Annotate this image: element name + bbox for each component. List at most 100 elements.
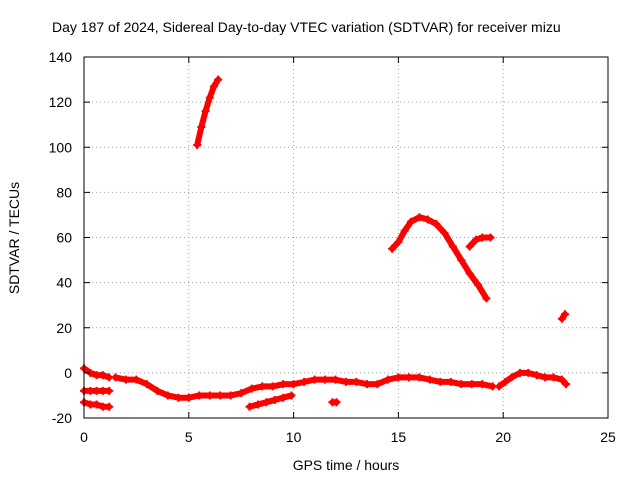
y-tick-label: 20: [56, 320, 72, 336]
series-arc-start-1: [80, 364, 114, 382]
data-point: [216, 391, 225, 400]
y-axis-label: SDTVAR / TECUs: [6, 182, 22, 294]
data-point: [549, 373, 558, 382]
data-point: [532, 371, 541, 380]
data-point: [404, 373, 413, 382]
data-point: [541, 373, 550, 382]
data-point: [457, 380, 466, 389]
series-band: [194, 76, 222, 148]
x-tick-label: 20: [495, 429, 511, 445]
y-tick-label: 120: [49, 94, 73, 110]
data-point: [352, 377, 361, 386]
series-arc-high-2: [388, 213, 491, 303]
data-point: [279, 380, 288, 389]
y-tick-label: 40: [56, 275, 72, 291]
data-point: [482, 294, 491, 303]
data-point: [245, 402, 254, 411]
data-point: [478, 380, 487, 389]
data-point: [193, 140, 202, 149]
series-arc-end: [495, 368, 571, 391]
data-point: [268, 382, 277, 391]
x-tick-label: 5: [185, 429, 193, 445]
data-point: [425, 375, 434, 384]
data-point: [321, 375, 330, 384]
data-point: [474, 280, 483, 289]
data-point: [406, 217, 415, 226]
data-point: [262, 398, 271, 407]
data-points: [80, 75, 571, 411]
data-point: [507, 373, 516, 382]
data-point: [388, 244, 397, 253]
x-tick-label: 25: [600, 429, 616, 445]
data-point: [195, 391, 204, 400]
data-point: [310, 375, 319, 384]
series-band: [466, 234, 494, 250]
data-point: [300, 377, 309, 386]
data-point: [415, 213, 424, 222]
series-arc-main: [111, 373, 497, 402]
data-point: [332, 398, 341, 407]
data-point: [132, 375, 141, 384]
data-point: [105, 386, 114, 395]
data-point: [562, 380, 571, 389]
series-arc-lower: [245, 391, 296, 411]
data-point: [478, 233, 487, 242]
series-arc-high-3: [465, 233, 495, 251]
data-point: [98, 371, 107, 380]
data-point: [465, 242, 474, 251]
plot-frame: [83, 56, 609, 419]
data-point: [174, 393, 183, 402]
data-point: [446, 377, 455, 386]
data-point: [205, 93, 214, 102]
data-point: [471, 235, 480, 244]
data-point: [432, 219, 441, 228]
data-point: [92, 400, 101, 409]
series-band: [496, 369, 570, 390]
data-point: [557, 314, 566, 323]
data-point: [362, 380, 371, 389]
data-point: [423, 215, 432, 224]
data-point: [201, 107, 210, 116]
x-tick-label: 10: [286, 429, 302, 445]
chart-title: Day 187 of 2024, Sidereal Day-to-day VTE…: [52, 19, 561, 35]
data-point: [467, 380, 476, 389]
data-point: [105, 402, 114, 411]
y-tick-label: 60: [56, 230, 72, 246]
y-tick-label: 80: [56, 184, 72, 200]
y-tick-label: 100: [49, 139, 73, 155]
data-point: [501, 377, 510, 386]
data-point: [205, 391, 214, 400]
data-point: [415, 373, 424, 382]
data-point: [247, 384, 256, 393]
series-band: [389, 214, 490, 302]
data-point: [197, 122, 206, 131]
data-point: [184, 393, 193, 402]
data-point: [448, 242, 457, 251]
series-arc-mid: [557, 310, 570, 323]
data-point: [279, 393, 288, 402]
data-point: [342, 377, 350, 386]
data-point: [383, 375, 392, 384]
data-point: [557, 375, 566, 384]
data-point: [270, 395, 279, 404]
y-tick-label: 0: [64, 365, 72, 381]
y-tick-label: 140: [49, 49, 73, 65]
data-point: [394, 238, 403, 247]
data-point: [153, 386, 162, 395]
data-point: [289, 380, 298, 389]
data-point: [400, 226, 409, 235]
data-point: [457, 256, 466, 265]
series-arc-high-1: [193, 75, 223, 149]
data-point: [373, 380, 382, 389]
x-axis-label: GPS time / hours: [293, 457, 400, 473]
data-point: [253, 400, 262, 409]
data-point: [105, 373, 114, 382]
data-point: [524, 368, 533, 377]
series-arc-start-3: [80, 398, 114, 411]
data-point: [142, 380, 151, 389]
data-point: [440, 228, 449, 237]
data-point: [561, 310, 570, 319]
data-point: [214, 75, 223, 84]
series-arc-small: [328, 398, 341, 407]
